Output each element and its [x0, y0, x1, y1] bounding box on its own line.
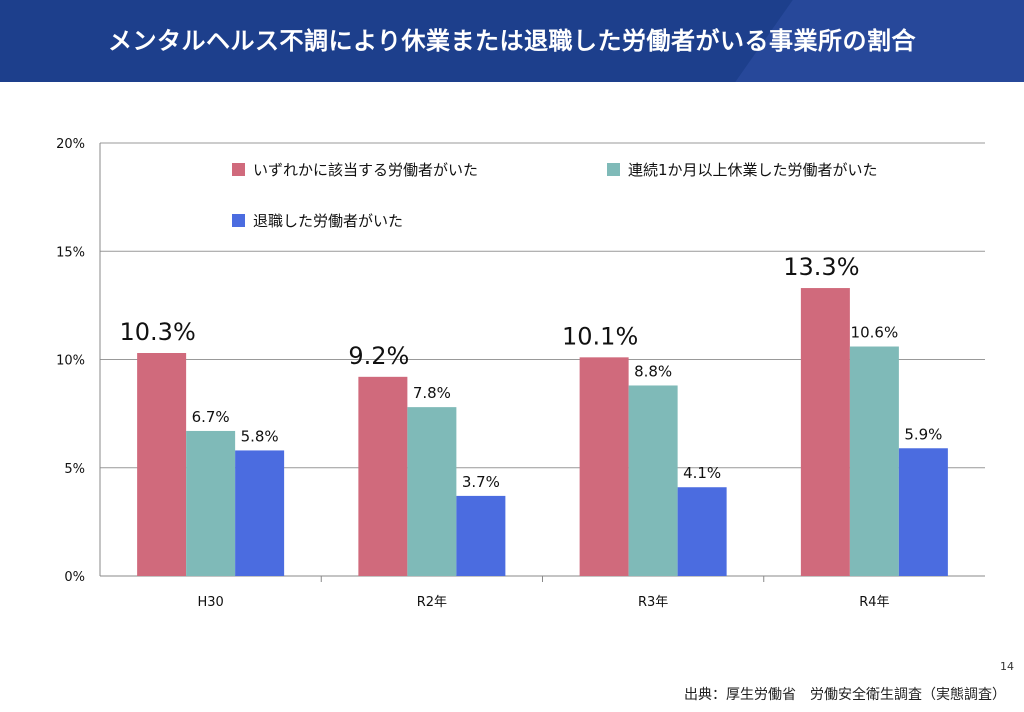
x-tick-label: H30: [197, 595, 223, 610]
y-tick-label: 20%: [56, 137, 85, 152]
x-tick-label: R3年: [638, 595, 668, 610]
bar: [456, 495, 506, 576]
data-label: 10.1%: [562, 322, 638, 350]
data-label: 5.9%: [904, 425, 942, 443]
y-tick-label: 0%: [64, 570, 85, 585]
legend-label: 退職した労働者がいた: [253, 212, 403, 230]
slide-title: メンタルヘルス不調により休業または退職した労働者がいる事業所の割合: [107, 27, 917, 55]
y-tick-label: 5%: [64, 462, 85, 477]
slide-header: メンタルヘルス不調により休業または退職した労働者がいる事業所の割合: [0, 0, 1024, 82]
bar: [137, 353, 187, 576]
legend-swatch: [607, 163, 620, 176]
bar: [800, 288, 850, 576]
source-citation: 出典：厚生労働省 労働安全衛生調査（実態調査）: [684, 687, 1006, 703]
legend-label: いずれかに該当する労働者がいた: [253, 161, 478, 179]
legend-swatch: [232, 163, 245, 176]
bar: [186, 430, 236, 576]
data-label: 9.2%: [348, 342, 409, 370]
data-label: 5.8%: [241, 427, 279, 445]
x-tick-label: R2年: [417, 595, 447, 610]
data-label: 10.6%: [851, 324, 899, 342]
bar: [628, 385, 678, 576]
bar: [849, 346, 899, 576]
y-tick-label: 15%: [56, 245, 85, 260]
legend-swatch: [232, 214, 245, 227]
data-label: 7.8%: [413, 384, 451, 402]
data-label: 3.7%: [462, 473, 500, 491]
bar: [407, 407, 457, 576]
y-tick-label: 10%: [56, 354, 85, 369]
bar: [677, 487, 727, 576]
x-tick-label: R4年: [859, 595, 889, 610]
data-label: 13.3%: [783, 253, 859, 281]
legend-label: 連続1か月以上休業した労働者がいた: [628, 161, 878, 179]
page-number: 14: [1000, 660, 1014, 673]
bar: [235, 450, 285, 576]
data-label: 4.1%: [683, 464, 721, 482]
bar: [579, 357, 629, 576]
data-label: 10.3%: [120, 318, 196, 346]
data-label: 6.7%: [192, 408, 230, 426]
data-label: 8.8%: [634, 362, 672, 380]
bar: [358, 376, 408, 576]
bar: [898, 448, 948, 576]
